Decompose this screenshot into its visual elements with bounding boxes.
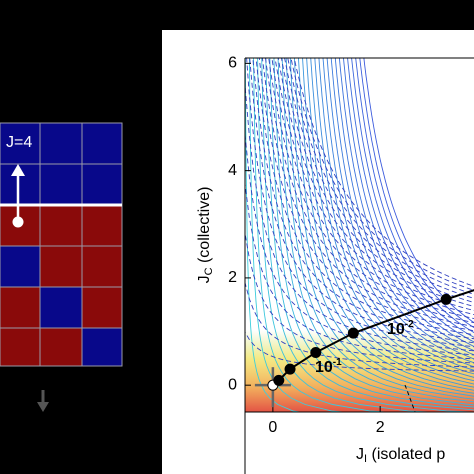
dashed-contour	[245, 330, 474, 372]
lattice-cell	[81, 245, 123, 288]
lattice-cell	[39, 163, 83, 206]
dashed-contour	[287, 58, 474, 295]
annotation-exponent: -2	[405, 319, 414, 330]
point	[347, 327, 359, 339]
curve-extension	[445, 289, 474, 301]
dashed-contour	[245, 280, 474, 368]
arrow-head	[11, 164, 25, 176]
point	[273, 374, 285, 386]
solid-contour	[318, 58, 474, 371]
panel-label: B	[168, 17, 180, 34]
point	[310, 346, 322, 358]
annotation-base: 10	[387, 321, 405, 338]
particle	[12, 216, 24, 228]
solid-contour	[281, 58, 474, 400]
solid-contour	[293, 58, 474, 391]
solid-contour	[302, 58, 474, 385]
annotation-base: 10	[315, 359, 333, 376]
solid-contour	[330, 58, 474, 360]
dashed-contour	[249, 58, 474, 344]
dashed-contour	[404, 384, 416, 413]
solid-contour	[334, 58, 474, 356]
annotation: 10-1	[315, 357, 342, 377]
solid-contour	[306, 58, 474, 382]
lattice-cell	[39, 122, 83, 165]
solid-contour	[257, 58, 439, 412]
solid-contour	[363, 58, 474, 324]
lattice-cell	[0, 122, 41, 165]
annotation-exponent: -1	[333, 357, 342, 368]
x-label-rest: (isolated p	[367, 446, 445, 463]
annotation: 10-2	[387, 319, 414, 339]
lattice-cell	[81, 163, 123, 206]
lattice-cell	[39, 327, 83, 367]
solid-contour	[273, 58, 474, 406]
x-label-sub: I	[364, 453, 367, 465]
point	[284, 363, 296, 375]
dashed-contour	[245, 127, 474, 356]
lattice-cell	[81, 204, 123, 247]
solid-contour	[248, 58, 348, 412]
solid-contour	[277, 58, 474, 403]
y-axis-label: JC (collective)	[196, 187, 215, 284]
y-label-main: J	[196, 275, 213, 283]
solid-contour	[359, 58, 474, 329]
y-tick-label: 6	[228, 55, 237, 72]
dashed-contour	[245, 229, 474, 364]
lattice-cell	[81, 286, 123, 329]
solid-contour	[322, 58, 474, 368]
x-tick-label: 2	[376, 419, 385, 436]
y-label-rest: (collective)	[196, 187, 213, 268]
coupling-label: J=4	[6, 134, 32, 151]
dashed-contour	[245, 77, 474, 352]
lattice-cell	[81, 122, 123, 165]
dashed-contour	[255, 58, 474, 336]
gray-arrow-head	[37, 402, 49, 412]
solid-contour	[261, 58, 474, 412]
x-tick-label: 0	[268, 419, 277, 436]
dashed-contour	[277, 58, 474, 307]
solid-contour	[343, 58, 474, 347]
solid-contour	[310, 58, 474, 378]
solid-contour	[245, 58, 303, 412]
solid-contour	[297, 58, 474, 388]
solid-contour	[347, 58, 474, 343]
solid-contour	[338, 58, 474, 352]
y-tick-label: 0	[228, 376, 237, 393]
solid-contour	[351, 58, 474, 338]
dashed-contour	[258, 58, 474, 332]
lattice-cell	[81, 327, 123, 367]
lattice-cell	[39, 204, 83, 247]
x-label-main: J	[356, 446, 364, 463]
dashed-contour	[246, 58, 474, 348]
solid-contour	[355, 58, 474, 334]
dashed-contour	[293, 58, 474, 287]
lattice-cell	[39, 286, 83, 329]
solid-contour	[265, 58, 474, 411]
lattice-cell	[0, 327, 41, 367]
y-tick-label: 2	[228, 269, 237, 286]
point	[440, 293, 452, 305]
dashed-contour	[268, 58, 474, 320]
lattice-cell	[39, 245, 83, 288]
dashed-contour	[284, 58, 474, 299]
solid-contour	[285, 58, 474, 397]
dashed-contour	[290, 58, 474, 291]
lattice-cell	[0, 245, 41, 288]
y-tick-label: 4	[228, 162, 237, 179]
x-axis-label: JI (isolated p	[356, 446, 445, 465]
panel-a: J=4	[0, 122, 123, 412]
solid-contour	[289, 58, 474, 394]
heat-shading	[245, 330, 474, 412]
solid-contour	[314, 58, 474, 375]
dashed-contour	[261, 58, 474, 328]
y-label-sub: C	[203, 267, 215, 275]
dashed-contour	[265, 58, 474, 324]
dashed-contour	[274, 58, 474, 311]
lattice-cell	[0, 286, 41, 329]
